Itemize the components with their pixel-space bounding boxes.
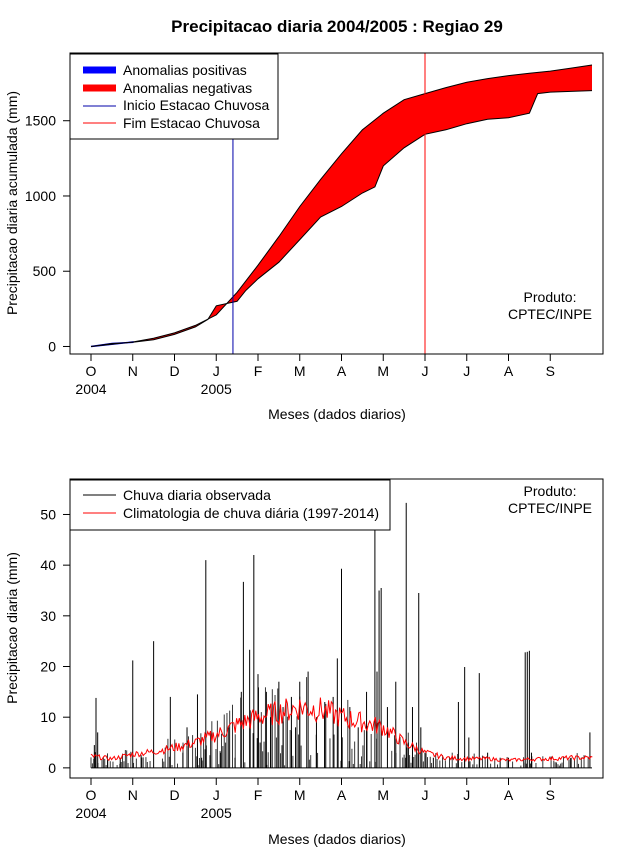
daily-y-tick-label: 0	[48, 760, 56, 776]
daily-y-tick-label: 10	[40, 709, 56, 725]
daily-y-tick-label: 20	[40, 659, 56, 675]
legend-positive-anomaly-label: Anomalias positivas	[123, 62, 247, 78]
legend-climatology-label: Climatologia de chuva diária (1997-2014)	[123, 505, 379, 521]
cumulative-panel: O N D J F M A M J J A S 2004 2005 0 500 1000 1500 Meses (…	[4, 52, 604, 422]
daily-legend: Chuva diaria observada Climatologia de c…	[69, 479, 391, 531]
daily-x-tick-label: A	[337, 787, 347, 803]
daily-x-axis-label: Meses (dados diarios)	[268, 831, 406, 847]
climatology-cumulative-line	[90, 64, 593, 347]
daily-series-layer	[90, 502, 593, 769]
cumulative-legend: Anomalias positivas Anomalias negativas …	[69, 53, 279, 140]
cumulative-y-tick-label: 0	[48, 338, 56, 354]
daily-x-tick-label: S	[546, 787, 555, 803]
daily-annotation-line1: Produto:	[524, 483, 577, 499]
cumulative-x-tick-label: J	[213, 363, 220, 379]
daily-legend-box	[69, 479, 391, 531]
cumulative-year-label: 2004	[75, 381, 106, 397]
daily-x-tick-label: M	[377, 787, 389, 803]
figure-title: Precipitacao diaria 2004/2005 : Regiao 2…	[171, 17, 503, 36]
daily-y-axis-label: Precipitacao diaria (mm)	[4, 552, 20, 704]
cumulative-x-tick-label: J	[463, 363, 470, 379]
cumulative-x-tick-label: N	[128, 363, 138, 379]
cumulative-year-label: 2005	[201, 381, 232, 397]
legend-observed-rain-label: Chuva diaria observada	[123, 487, 271, 503]
legend-onset-label: Inicio Estacao Chuvosa	[123, 97, 270, 113]
daily-annotation-line2: CPTEC/INPE	[508, 500, 592, 516]
cumulative-x-axis-label: Meses (dados diarios)	[268, 406, 406, 422]
daily-year-label: 2004	[75, 805, 106, 821]
daily-x-tick-label: A	[504, 787, 514, 803]
cumulative-annotation-line1: Produto:	[524, 289, 577, 305]
negative-anomaly-area	[91, 65, 592, 347]
daily-axes: O N D J F M A M J J A S 2004 2005 0 10 20 30 40 50	[40, 506, 555, 821]
daily-x-tick-label: F	[254, 787, 263, 803]
daily-y-tick-label: 50	[40, 506, 56, 522]
cumulative-x-tick-label: A	[504, 363, 514, 379]
daily-x-tick-label: N	[128, 787, 138, 803]
climatology-daily-line	[90, 697, 593, 763]
daily-x-tick-label: J	[463, 787, 470, 803]
cumulative-x-tick-label: A	[337, 363, 347, 379]
cumulative-y-tick-label: 1000	[25, 188, 56, 204]
daily-y-tick-label: 40	[40, 557, 56, 573]
cumulative-x-tick-label: J	[422, 363, 429, 379]
daily-x-tick-label: J	[213, 787, 220, 803]
daily-x-tick-label: M	[294, 787, 306, 803]
cumulative-y-tick-label: 500	[33, 263, 57, 279]
daily-x-tick-label: D	[169, 787, 179, 803]
cumulative-x-tick-label: M	[377, 363, 389, 379]
observed-cumulative-line	[90, 90, 593, 347]
daily-x-tick-label: O	[86, 787, 97, 803]
cumulative-series-layer	[90, 53, 593, 354]
cumulative-annotation-line2: CPTEC/INPE	[508, 306, 592, 322]
cumulative-axes: O N D J F M A M J J A S 2004 2005 0 500 1000 1500	[25, 113, 555, 397]
cumulative-x-tick-label: S	[546, 363, 555, 379]
legend-end-label: Fim Estacao Chuvosa	[123, 115, 260, 131]
cumulative-x-tick-label: D	[169, 363, 179, 379]
daily-panel: O N D J F M A M J J A S 2004 2005 0 10 20 30 40 50 Meses (d…	[4, 478, 604, 847]
daily-year-label: 2005	[201, 805, 232, 821]
cumulative-x-tick-label: M	[294, 363, 306, 379]
cumulative-y-tick-label: 1500	[25, 113, 56, 129]
cumulative-x-tick-label: O	[86, 363, 97, 379]
cumulative-x-tick-label: F	[254, 363, 263, 379]
cumulative-y-axis-label: Precipitacao diaria acumulada (mm)	[4, 91, 20, 315]
daily-y-tick-label: 30	[40, 608, 56, 624]
legend-negative-anomaly-label: Anomalias negativas	[123, 80, 252, 96]
daily-x-tick-label: J	[422, 787, 429, 803]
